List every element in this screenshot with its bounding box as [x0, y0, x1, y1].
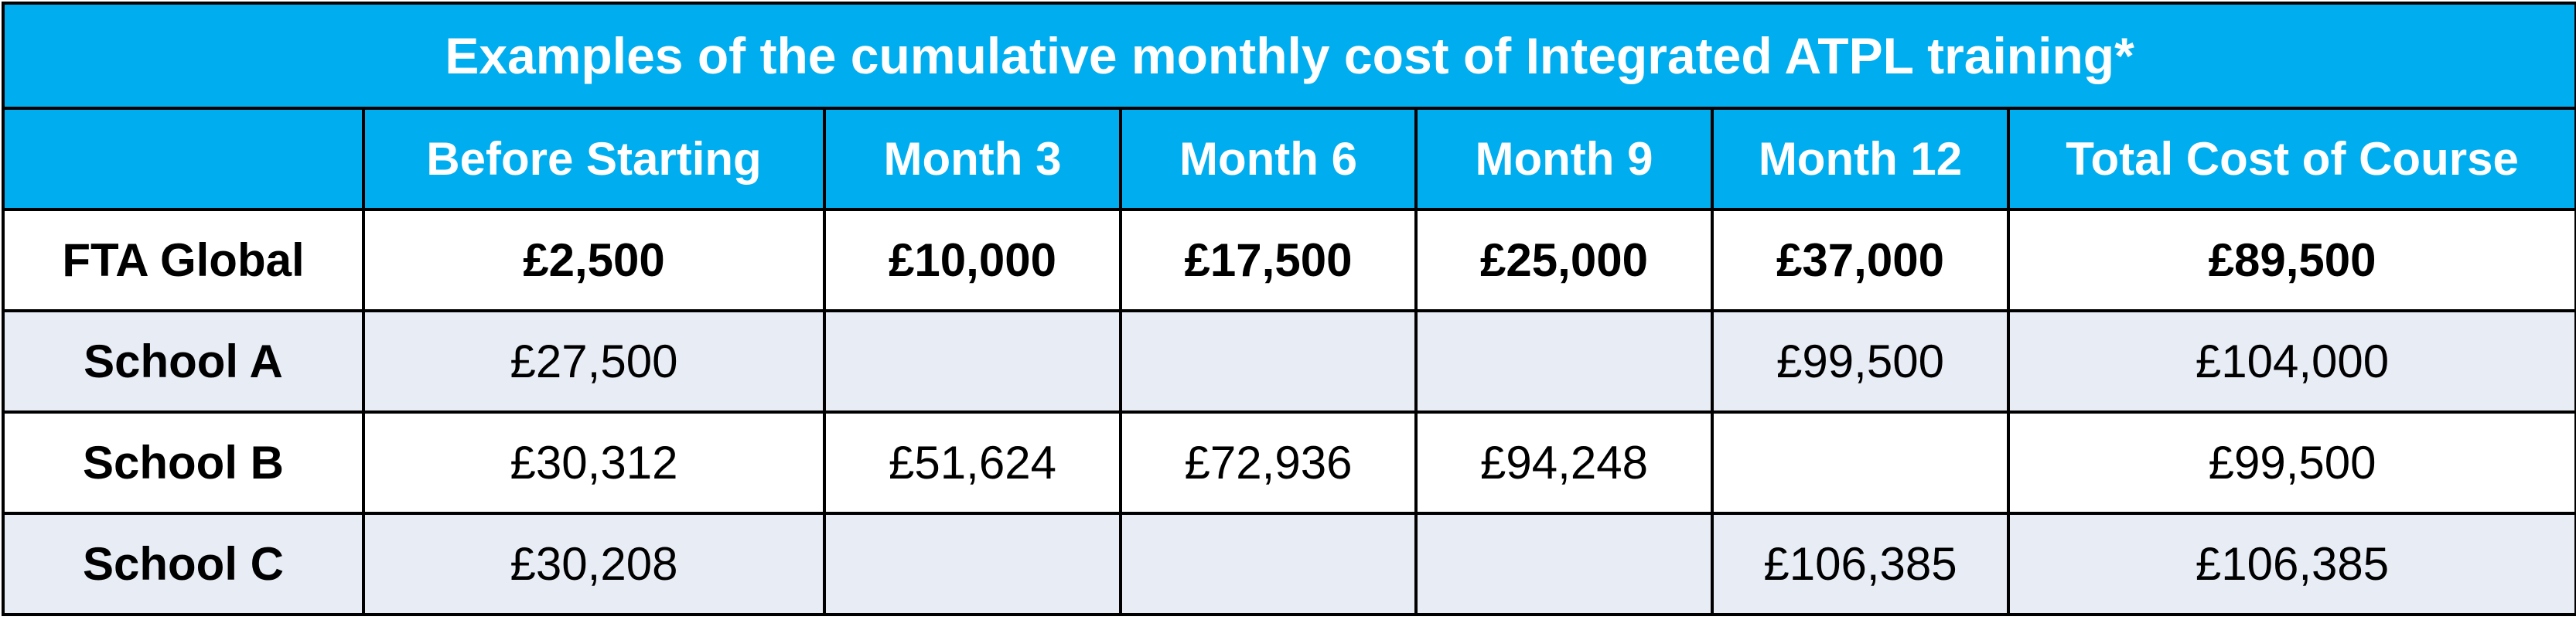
table-cell: £2,500 [362, 208, 826, 312]
table-cell: £30,312 [362, 410, 826, 515]
table-cell: £37,000 [1711, 208, 2010, 312]
table-cell [823, 512, 1122, 616]
table-cell: £106,385 [2006, 512, 2576, 616]
table-cell: £89,500 [2006, 208, 2576, 312]
table-cell: £99,500 [1711, 309, 2010, 414]
table-cell: £51,624 [823, 410, 1122, 515]
table-cell [1414, 512, 1714, 616]
table-cell: £106,385 [1711, 512, 2010, 616]
table-cell: £17,500 [1119, 208, 1418, 312]
table-cell: £104,000 [2006, 309, 2576, 414]
header-cell-month-3: Month 3 [823, 107, 1122, 211]
table-cell: £94,248 [1414, 410, 1714, 515]
row-label: School B [2, 410, 365, 515]
table-cell: £99,500 [2006, 410, 2576, 515]
header-cell-month-12: Month 12 [1711, 107, 2010, 211]
table-cell [823, 309, 1122, 414]
table-cell: £10,000 [823, 208, 1122, 312]
header-cell-total-cost: Total Cost of Course [2006, 107, 2576, 211]
row-label: FTA Global [2, 208, 365, 312]
header-row: Before Starting Month 3 Month 6 Month 9 … [2, 107, 2576, 211]
table-row-school-c: School C £30,208 £106,385 £106,385 [2, 512, 2576, 616]
row-label: School A [2, 309, 365, 414]
table-cell: £27,500 [362, 309, 826, 414]
title-row: Examples of the cumulative monthly cost … [1, 2, 2576, 110]
table-cell: £72,936 [1119, 410, 1418, 515]
header-cell-month-6: Month 6 [1119, 107, 1418, 211]
table-cell: £25,000 [1414, 208, 1714, 312]
header-cell-month-9: Month 9 [1414, 107, 1714, 211]
header-cell-before-starting: Before Starting [362, 107, 826, 211]
table-row-school-a: School A £27,500 £99,500 £104,000 [2, 309, 2576, 414]
table-cell [1119, 309, 1418, 414]
row-label: School C [2, 512, 365, 616]
table-cell [1414, 309, 1714, 414]
table-cell: £30,208 [362, 512, 826, 616]
table-cell [1119, 512, 1418, 616]
header-cell-empty [2, 107, 365, 211]
table-row-school-b: School B £30,312 £51,624 £72,936 £94,248… [2, 410, 2576, 515]
table-title: Examples of the cumulative monthly cost … [1, 2, 2576, 110]
table-cell [1711, 410, 2010, 515]
table-row-fta-global: FTA Global £2,500 £10,000 £17,500 £25,00… [2, 208, 2576, 312]
